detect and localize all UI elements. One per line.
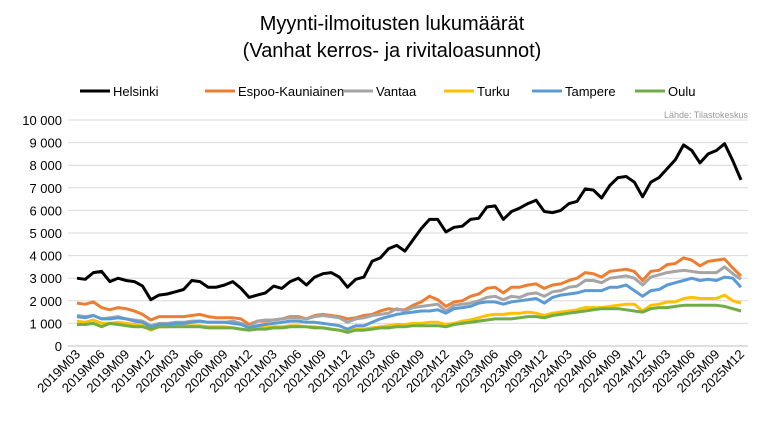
legend-item: Vantaa (343, 84, 417, 99)
legend-item: Helsinki (80, 84, 159, 99)
legend-item: Espoo-Kauniainen (205, 84, 344, 99)
x-axis: 2019M032019M062019M092019M122020M032020M… (34, 347, 747, 396)
y-tick-label: 5 000 (29, 226, 62, 241)
series-line-oulu (77, 303, 742, 334)
y-tick-label: 4 000 (29, 249, 62, 264)
y-tick-label: 8 000 (29, 158, 62, 173)
legend-label: Tampere (565, 84, 616, 99)
legend-item: Tampere (532, 84, 616, 99)
y-tick-label: 10 000 (22, 113, 62, 128)
chart-title-line-1: Myynti-ilmoitusten lukumäärät (260, 13, 525, 35)
y-tick-label: 6 000 (29, 203, 62, 218)
series-line-helsinki (76, 142, 743, 302)
chart-title-line-2: (Vanhat kerros- ja rivitaloasunnot) (243, 40, 542, 62)
y-tick-label: 1 000 (29, 316, 62, 331)
series-line-tampere (76, 275, 743, 331)
legend-label: Espoo-Kauniainen (238, 84, 344, 99)
y-tick-label: 9 000 (29, 136, 62, 151)
legend-label: Helsinki (113, 84, 159, 99)
legend-label: Turku (477, 84, 510, 99)
source-note: Lähde: Tilastokeskus (664, 110, 749, 120)
series-line-espoo-kauniainen (76, 256, 743, 326)
y-tick-label: 2 000 (29, 294, 62, 309)
legend-label: Vantaa (376, 84, 417, 99)
y-tick-label: 3 000 (29, 271, 62, 286)
legend: Helsinki Espoo-Kauniainen Vantaa Turku Tampe… (80, 84, 695, 99)
y-axis: 0 1 000 2 000 3 000 4 000 5 000 6 000 7 000 8 00… (22, 113, 62, 354)
legend-item: Oulu (635, 84, 695, 99)
legend-label: Oulu (668, 84, 695, 99)
series-lines (76, 142, 743, 334)
legend-item: Turku (444, 84, 510, 99)
y-tick-label: 7 000 (29, 181, 62, 196)
y-tick-label: 0 (55, 339, 62, 354)
